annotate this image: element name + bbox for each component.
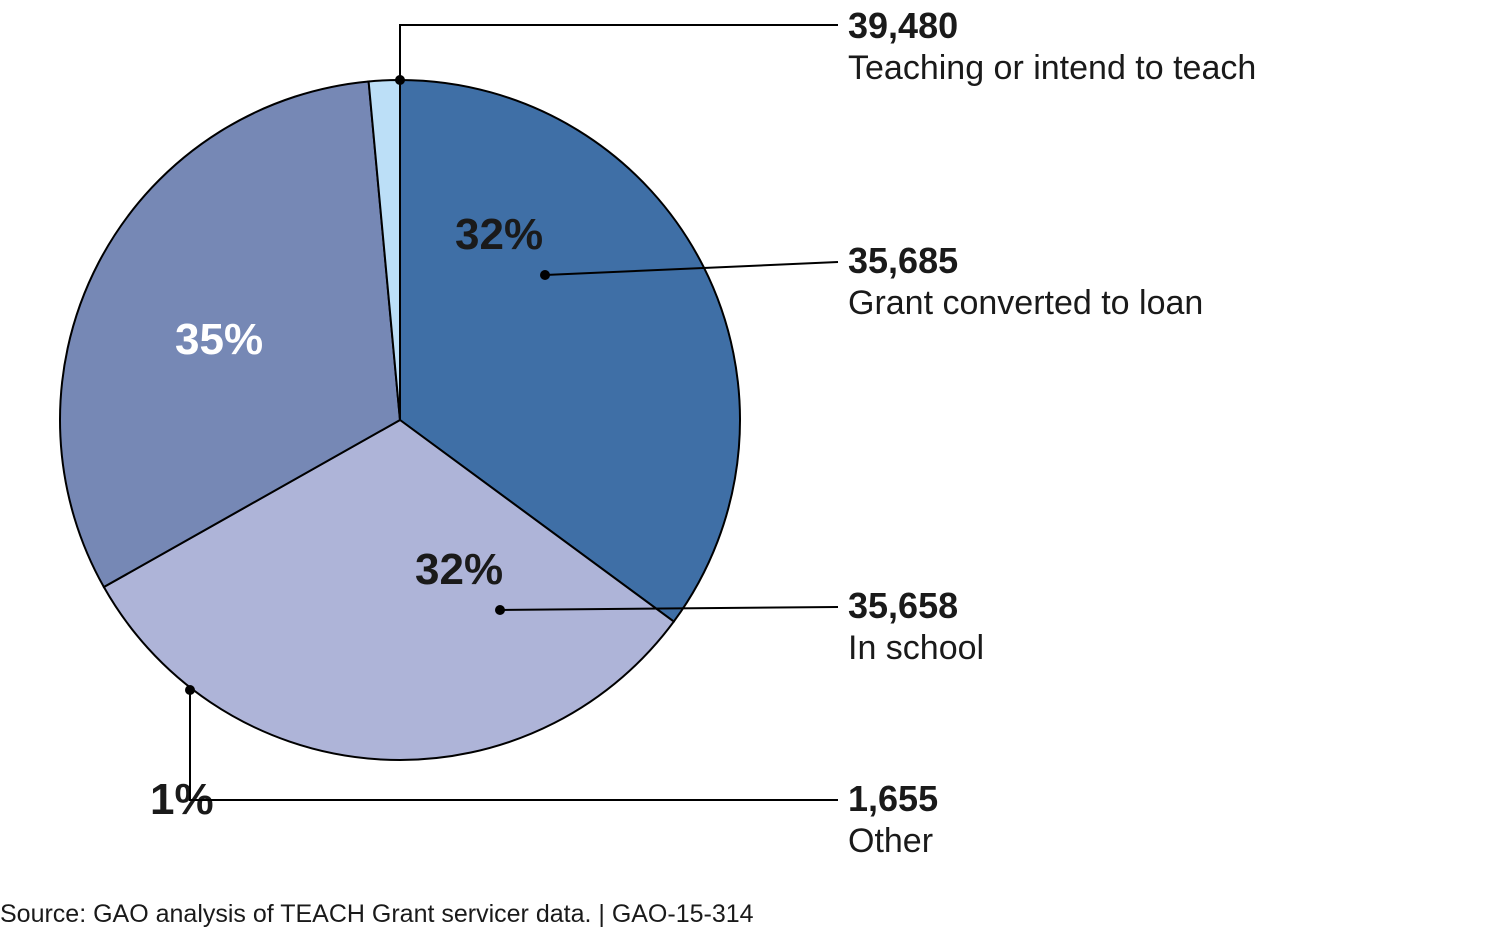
leader-dot-teaching (395, 75, 405, 85)
label-other: 1,655 Other (848, 778, 938, 861)
pie-chart-container: 35% 32% 32% 1% 39,480 Teaching or intend… (0, 0, 1500, 941)
label-other-desc: Other (848, 822, 938, 861)
label-converted-desc: Grant converted to loan (848, 284, 1203, 323)
label-inschool-desc: In school (848, 629, 984, 668)
label-teaching-value: 39,480 (848, 5, 1256, 47)
label-inschool: 35,658 In school (848, 585, 984, 668)
label-converted: 35,685 Grant converted to loan (848, 240, 1203, 323)
label-teaching: 39,480 Teaching or intend to teach (848, 5, 1256, 88)
label-converted-value: 35,685 (848, 240, 1203, 282)
leader-dot-other (185, 685, 195, 695)
label-other-value: 1,655 (848, 778, 938, 820)
leader-dot-converted (540, 270, 550, 280)
source-text: Source: GAO analysis of TEACH Grant serv… (0, 900, 754, 929)
label-teaching-desc: Teaching or intend to teach (848, 49, 1256, 88)
pie-chart-svg (0, 0, 1500, 941)
label-inschool-value: 35,658 (848, 585, 984, 627)
leader-dot-inschool (495, 605, 505, 615)
